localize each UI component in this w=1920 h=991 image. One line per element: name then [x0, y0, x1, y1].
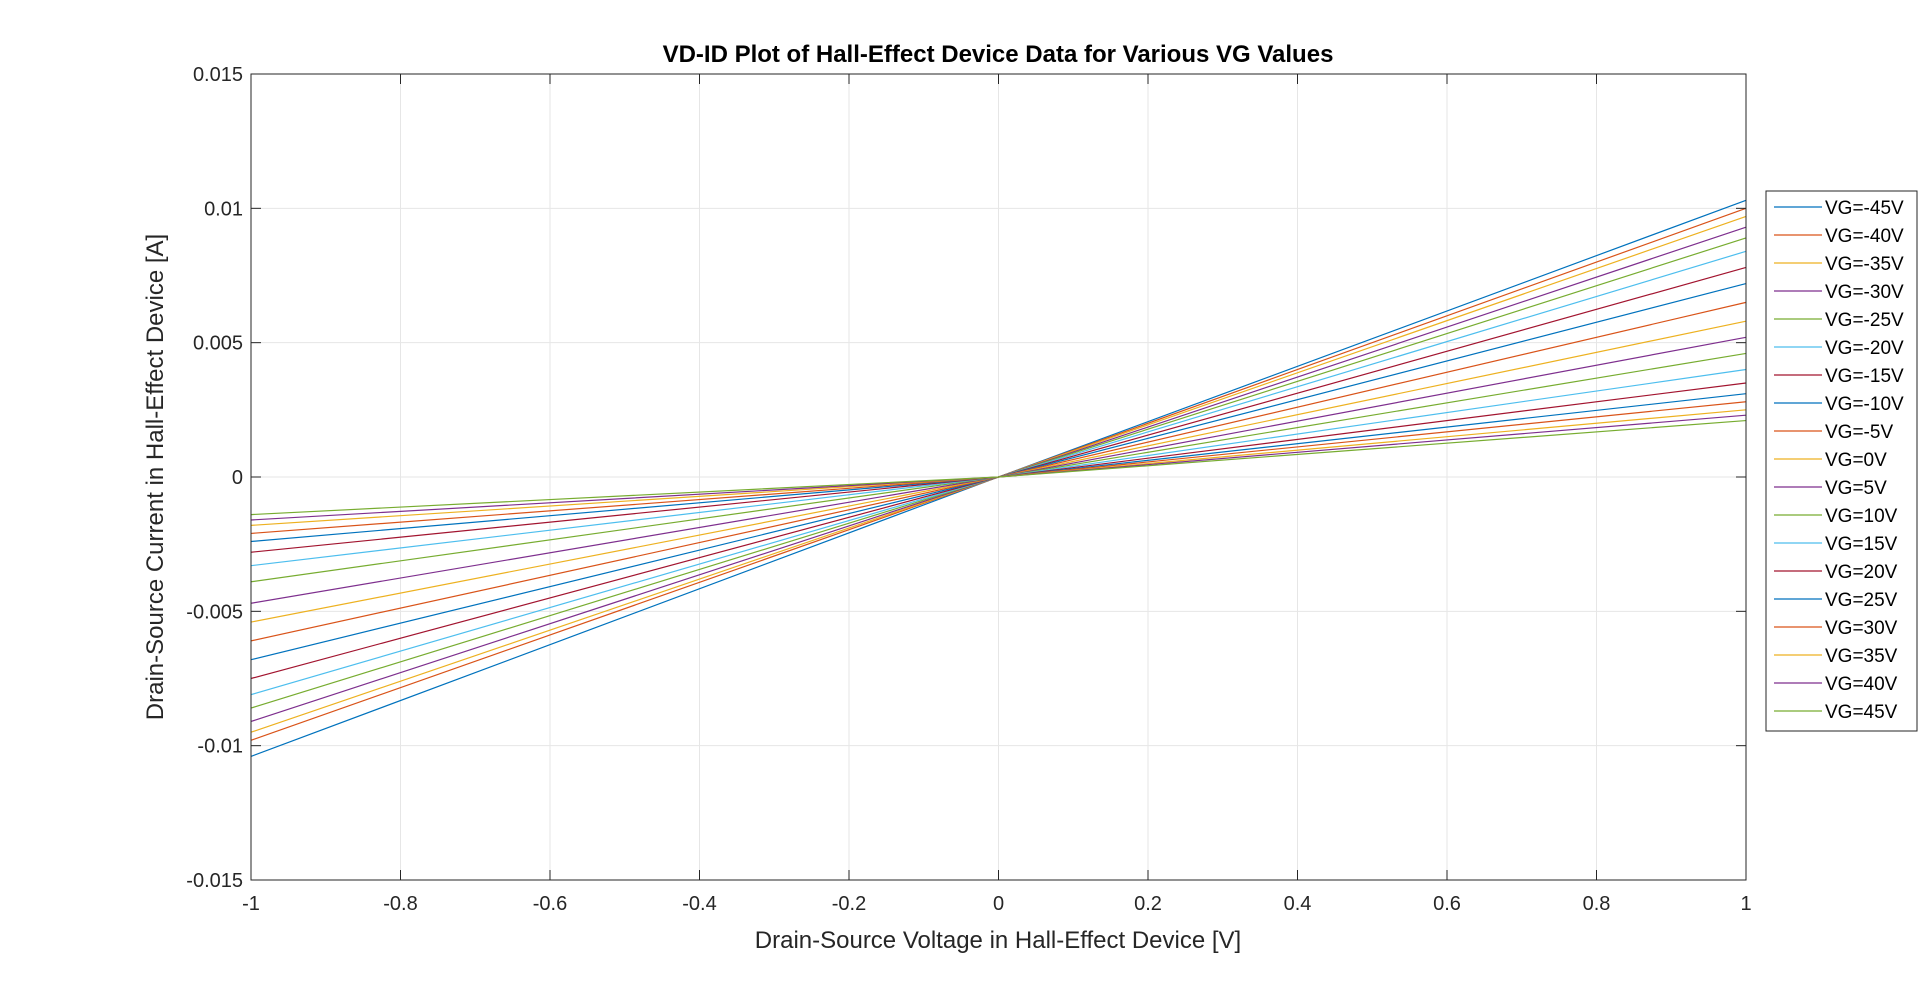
legend-item: VG=-25V: [1774, 310, 1904, 331]
legend-item: VG=-10V: [1774, 394, 1904, 415]
x-tick-label: -0.6: [533, 893, 567, 915]
legend-label: VG=-35V: [1825, 254, 1904, 275]
legend-label: VG=-25V: [1825, 310, 1904, 331]
series-line-18: [250, 419, 1747, 516]
legend-label: VG=-15V: [1825, 366, 1904, 387]
y-tick-label: 0.015: [193, 64, 243, 86]
x-tick-label: -0.4: [682, 893, 716, 915]
legend-item: VG=-40V: [1774, 226, 1904, 247]
legend-item: VG=-45V: [1774, 198, 1904, 219]
legend-label: VG=-40V: [1825, 226, 1904, 247]
x-tick-label: -0.2: [832, 893, 866, 915]
legend-label: VG=-30V: [1825, 282, 1904, 303]
legend: VG=-45V VG=-40V VG=-35V VG=-30V VG=-25V VG=-2…: [1765, 190, 1918, 732]
legend-label: VG=10V: [1825, 506, 1898, 527]
legend-item: VG=-20V: [1774, 338, 1904, 359]
legend-item: VG=40V: [1774, 674, 1898, 695]
legend-label: VG=0V: [1825, 450, 1887, 471]
legend-item: VG=-15V: [1774, 366, 1904, 387]
legend-box: [1765, 190, 1918, 732]
x-tick-label: 0.6: [1433, 893, 1461, 915]
x-tick-label: 0.2: [1134, 893, 1162, 915]
legend-label: VG=-10V: [1825, 394, 1904, 415]
legend-item: VG=0V: [1774, 450, 1887, 471]
x-tick-label: -0.8: [383, 893, 417, 915]
legend-item: VG=15V: [1774, 534, 1898, 555]
legend-item: VG=-35V: [1774, 254, 1904, 275]
legend-label: VG=-20V: [1825, 338, 1904, 359]
legend-label: VG=30V: [1825, 618, 1898, 639]
legend-item: VG=5V: [1774, 478, 1887, 499]
legend-label: VG=35V: [1825, 646, 1898, 667]
y-tick-label: 0.01: [204, 198, 243, 220]
legend-label: VG=-45V: [1825, 198, 1904, 219]
y-tick-label: 0.005: [193, 333, 243, 355]
legend-item: VG=45V: [1774, 702, 1898, 723]
legend-item: VG=30V: [1774, 618, 1898, 639]
legend-item: VG=10V: [1774, 506, 1898, 527]
chart-title: VD-ID Plot of Hall-Effect Device Data fo…: [663, 41, 1334, 68]
legend-item: VG=20V: [1774, 562, 1898, 583]
legend-label: VG=25V: [1825, 590, 1898, 611]
y-axis-label: Drain-Source Current in Hall-Effect Devi…: [142, 234, 169, 720]
x-tick-label: -1: [242, 893, 260, 915]
y-tick-label: -0.01: [197, 736, 243, 758]
legend-label: VG=40V: [1825, 674, 1898, 695]
x-tick-label: 0.4: [1284, 893, 1312, 915]
legend-label: VG=20V: [1825, 562, 1898, 583]
series-lines: [250, 199, 1747, 757]
x-tick-label: 1: [1740, 893, 1751, 915]
legend-label: VG=5V: [1825, 478, 1887, 499]
ticks: -1 -0.8 -0.6 -0.4 -0.2 0 0.2 0.4 0.6 0.8 1 -0.015 -0…: [186, 64, 1751, 915]
x-axis-label: Drain-Source Voltage in Hall-Effect Devi…: [755, 927, 1241, 954]
y-tick-label: -0.005: [186, 601, 243, 623]
legend-item: VG=-5V: [1774, 422, 1893, 443]
legend-item: VG=-30V: [1774, 282, 1904, 303]
x-tick-label: 0.8: [1583, 893, 1611, 915]
legend-label: VG=-5V: [1825, 422, 1893, 443]
y-tick-label: -0.015: [186, 870, 243, 892]
x-tick-label: 0: [993, 893, 1004, 915]
legend-item: VG=25V: [1774, 590, 1898, 611]
legend-label: VG=45V: [1825, 702, 1898, 723]
y-tick-label: 0: [232, 467, 243, 489]
legend-item: VG=35V: [1774, 646, 1898, 667]
legend-label: VG=15V: [1825, 534, 1898, 555]
